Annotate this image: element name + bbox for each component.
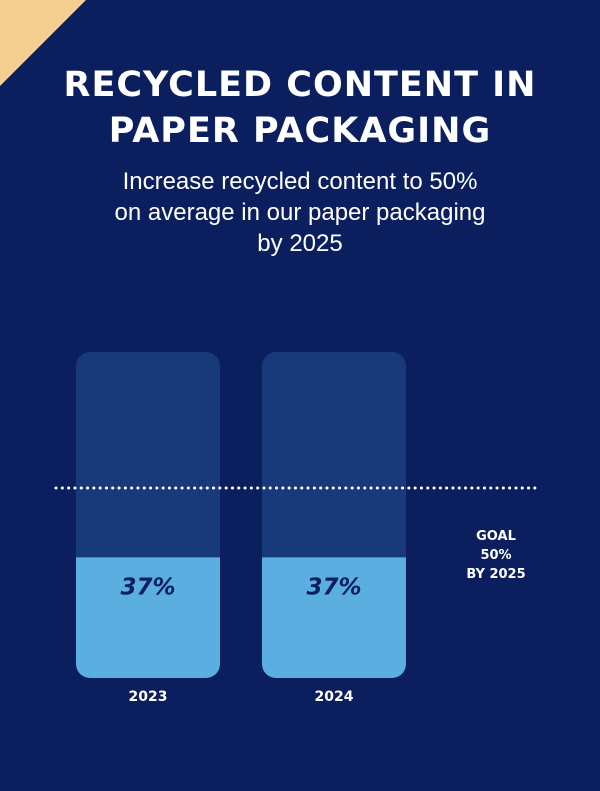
x-tick-label-2023: 2023 — [129, 689, 168, 705]
subtitle-line-2: on average in our paper packaging — [114, 199, 486, 226]
title-line-1: RECYCLED CONTENT IN — [63, 65, 537, 105]
x-tick-label-2024: 2024 — [315, 689, 354, 705]
goal-label-line-2: 50% — [480, 548, 511, 563]
goal-label-line-1: GOAL — [476, 529, 516, 544]
bar-value-label-2024: 37% — [306, 574, 361, 600]
bar-2023 — [76, 557, 220, 678]
bar-2024 — [262, 557, 406, 678]
corner-accent — [0, 0, 86, 86]
goal-label-line-3: BY 2025 — [466, 567, 525, 582]
page-title: RECYCLED CONTENT IN PAPER PACKAGING — [0, 62, 600, 154]
page-subtitle: Increase recycled content to 50% on aver… — [0, 166, 600, 259]
title-line-2: PAPER PACKAGING — [108, 111, 492, 151]
subtitle-line-1: Increase recycled content to 50% — [122, 168, 478, 195]
subtitle-line-3: by 2025 — [257, 230, 343, 257]
bar-value-label-2023: 37% — [120, 574, 175, 600]
